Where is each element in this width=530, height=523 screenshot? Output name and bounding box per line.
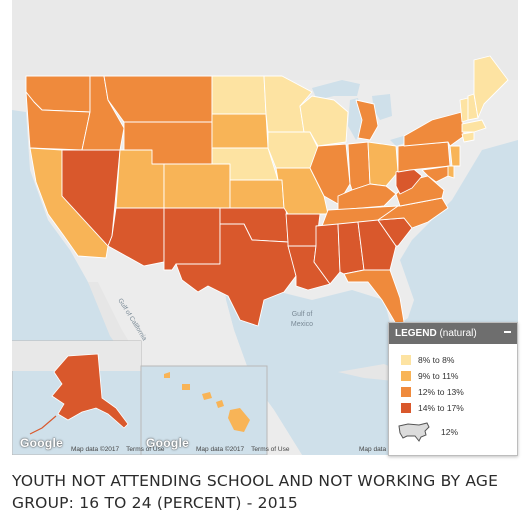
- state-arkansas[interactable]: [285, 213, 321, 247]
- gulf-of-mexico-label-2: Mexico: [291, 321, 313, 328]
- state-ohio[interactable]: [367, 141, 399, 187]
- legend-unit-value: 12%: [441, 427, 459, 437]
- lake-superior: [312, 80, 360, 100]
- minimize-icon[interactable]: [504, 331, 511, 333]
- map-canvas[interactable]: Gulf of Mexico Gulf of California: [12, 0, 518, 455]
- state-new-jersey[interactable]: [449, 145, 461, 167]
- legend-swatch: [401, 386, 411, 397]
- attribution-hawaii: Map data ©2017 Terms of Use: [196, 446, 289, 453]
- aleutian-islands: [29, 415, 57, 435]
- legend-header[interactable]: LEGEND (natural): [389, 323, 517, 344]
- legend-item: 8% to 8%: [401, 352, 517, 367]
- legend-item-label: 8% to 8%: [418, 354, 455, 365]
- legend-swatch: [401, 370, 411, 381]
- state-indiana[interactable]: [347, 141, 371, 191]
- state-south-dakota[interactable]: [211, 113, 269, 149]
- state-north-dakota[interactable]: [211, 75, 267, 115]
- state-kansas[interactable]: [229, 179, 285, 209]
- state-massachusetts[interactable]: [461, 119, 487, 133]
- state-hawaii[interactable]: [164, 372, 250, 432]
- legend-panel: LEGEND (natural) 8% to 8% 9% to 11% 12% …: [388, 322, 518, 456]
- google-logo-alaska: Google: [20, 436, 64, 450]
- state-maine[interactable]: [473, 55, 509, 119]
- gulf-of-mexico-label-1: Gulf of: [292, 311, 313, 318]
- state-new-york[interactable]: [403, 111, 465, 147]
- terms-link[interactable]: Terms of Use: [251, 446, 290, 453]
- legend-subtitle: (natural): [439, 328, 477, 339]
- state-maryland[interactable]: [421, 165, 451, 183]
- state-iowa[interactable]: [267, 131, 319, 169]
- map-frame[interactable]: Gulf of Mexico Gulf of California Google…: [12, 0, 518, 455]
- legend-swatch: [401, 402, 411, 413]
- legend-item-label: 9% to 11%: [418, 370, 459, 381]
- legend-unit-row: 12%: [397, 421, 458, 443]
- map-data-text: Map data ©2017: [71, 446, 120, 453]
- state-montana[interactable]: [103, 75, 213, 123]
- map-caption: YOUTH NOT ATTENDING SCHOOL AND NOT WORKI…: [12, 472, 499, 512]
- lake-huron: [372, 94, 392, 120]
- hawaii-inset: [140, 365, 268, 455]
- attribution-alaska: Map data ©2017 Terms of Use: [71, 446, 164, 453]
- gulf-of-mexico: [224, 282, 402, 455]
- state-new-mexico[interactable]: [163, 207, 221, 271]
- state-michigan[interactable]: [355, 99, 379, 141]
- map-data-text: Map data ©2017: [196, 446, 245, 453]
- state-connecticut[interactable]: [461, 131, 475, 143]
- google-logo-hawaii: Google: [146, 436, 190, 450]
- legend-item-label: 12% to 13%: [418, 386, 464, 397]
- legend-item: 12% to 13%: [401, 384, 517, 399]
- terms-link[interactable]: Terms of Use: [126, 446, 165, 453]
- legend-item-label: 14% to 17%: [418, 402, 464, 413]
- canada-land: [12, 0, 518, 80]
- state-delaware[interactable]: [447, 165, 455, 179]
- state-texas[interactable]: [175, 223, 297, 327]
- alaska-inset: [12, 340, 142, 455]
- state-colorado[interactable]: [163, 163, 231, 209]
- legend-item: 14% to 17%: [401, 400, 517, 415]
- us-outline-icon: [398, 422, 430, 442]
- state-alaska[interactable]: [51, 353, 129, 429]
- legend-item: 9% to 11%: [401, 368, 517, 383]
- legend-swatch: [401, 354, 411, 365]
- us-states: [25, 55, 509, 327]
- state-north-carolina[interactable]: [377, 197, 449, 229]
- legend-list: 8% to 8% 9% to 11% 12% to 13% 14% to 17%: [389, 344, 517, 415]
- legend-title: LEGEND: [395, 328, 437, 339]
